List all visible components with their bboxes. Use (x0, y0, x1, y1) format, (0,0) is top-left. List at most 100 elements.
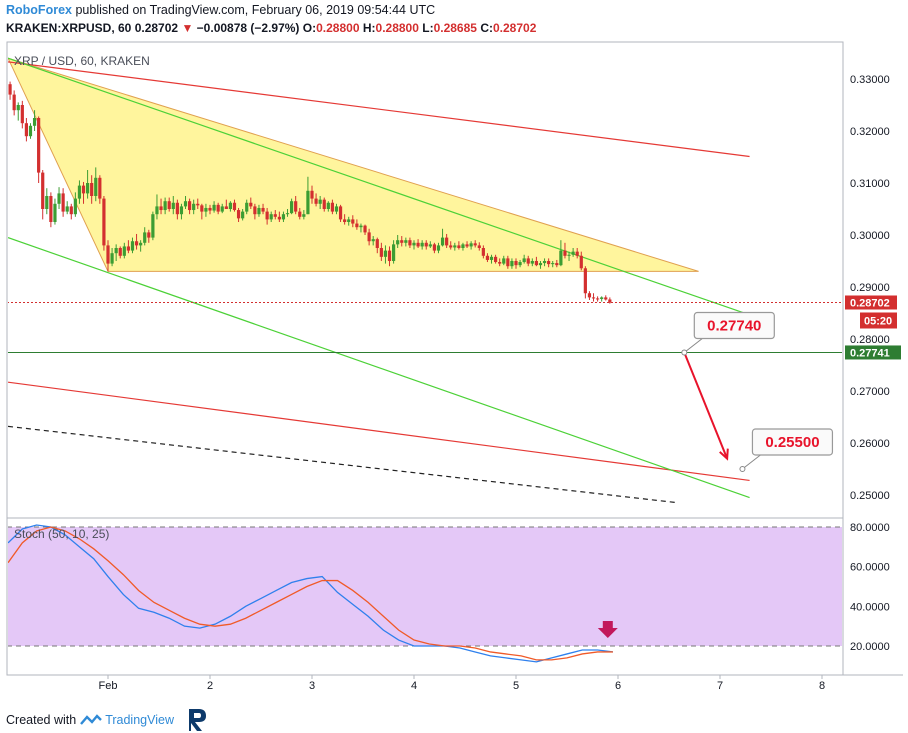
candle-body (102, 198, 106, 246)
candle-body (591, 297, 596, 299)
candle-body (538, 263, 543, 266)
candle-body (204, 207, 208, 212)
candle-body (81, 185, 86, 194)
candle-body (559, 250, 563, 266)
candle-body (334, 206, 339, 212)
candle-body (32, 118, 37, 126)
open-value: 0.28800 (316, 21, 360, 35)
candle-body (375, 239, 379, 248)
countdown-tag (860, 312, 897, 329)
callout-box[interactable] (693, 311, 775, 340)
time-tick-label: 5 (513, 680, 519, 692)
candle-body (571, 251, 575, 255)
candle-body (200, 205, 204, 212)
price-tick-label: 0.25000 (850, 490, 890, 502)
candle-body (412, 242, 416, 246)
candle-body (502, 258, 506, 264)
candle-body (28, 125, 33, 137)
candle-body (457, 245, 461, 248)
callout-label: 0.27740 (707, 318, 761, 335)
candle-body (12, 94, 16, 111)
candle-body (498, 262, 502, 264)
candle-body (106, 245, 110, 264)
countdown-label: 05:20 (864, 315, 892, 327)
candle-body (363, 225, 367, 233)
footer: Created with TradingView (6, 707, 208, 733)
candle-body (147, 232, 151, 238)
candle-body (249, 202, 253, 207)
candle-body (579, 255, 583, 269)
level-price-tag (845, 345, 901, 360)
time-tick-label: 8 (819, 680, 825, 692)
candle-body (139, 242, 143, 246)
candle-body (396, 240, 400, 245)
candle-body (224, 206, 228, 209)
candle-body (188, 201, 192, 211)
candle-body (37, 118, 41, 173)
candle-body (420, 242, 424, 247)
price-tick-label: 0.30000 (850, 230, 890, 242)
candle-body (469, 243, 473, 247)
candle-body (347, 219, 351, 222)
stoch-band-fill (8, 527, 842, 646)
publish-text: published on TradingView.com, February 0… (71, 3, 436, 17)
candle-body (367, 232, 371, 242)
candle-body (290, 201, 294, 214)
green-channel-upper (8, 57, 752, 317)
candle-body (94, 177, 98, 196)
candle-body (49, 196, 53, 222)
callout-pointer (742, 454, 761, 470)
candle-body (432, 244, 436, 251)
candle-body (126, 246, 130, 251)
candle-body (461, 244, 465, 248)
publish-info: RoboForex published on TradingView.com, … (6, 3, 435, 17)
candle-body (542, 261, 547, 264)
candle-body (73, 198, 77, 215)
price-tick-label: 0.29000 (850, 282, 890, 294)
candle-body (20, 105, 24, 124)
candle-body (494, 256, 498, 263)
candle-body (257, 207, 261, 215)
candle-body (306, 190, 310, 215)
stoch-plot (8, 524, 842, 663)
tradingview-logo-icon (80, 714, 103, 725)
time-tick-label: 7 (717, 680, 723, 692)
red-channel-lower (8, 381, 750, 482)
candle-body (192, 203, 196, 211)
candle-body (241, 211, 245, 219)
callout-box[interactable] (751, 428, 834, 456)
price-tick-label: 0.32000 (850, 126, 890, 138)
candle-body (518, 262, 522, 266)
brand-name[interactable]: RoboForex (6, 3, 72, 17)
candle-body (596, 298, 600, 300)
candle-body (440, 237, 445, 246)
price-tick-label: 0.33000 (850, 74, 890, 86)
candle-body (318, 199, 322, 204)
candle-body (212, 204, 216, 211)
candle-body (179, 206, 184, 215)
price-tick-label: 0.31000 (850, 178, 890, 190)
candle-body (273, 214, 277, 217)
high-value: 0.28800 (375, 21, 419, 35)
candle-body (110, 253, 114, 264)
candle-body (481, 248, 485, 256)
candle-body (143, 232, 147, 243)
price-tick-label: 0.27000 (850, 386, 890, 398)
stoch-tick-label: 40.0000 (850, 601, 890, 613)
candle-body (547, 261, 551, 265)
candle-body (575, 251, 579, 256)
current-price-label: 0.28702 (850, 297, 890, 309)
candle-body (130, 241, 135, 251)
candle-body (563, 250, 567, 256)
candle-body (424, 242, 428, 247)
candle-body (555, 263, 559, 266)
symbol-name: KRAKEN:XRPUSD, 60 (6, 21, 132, 35)
close-label: C: (480, 21, 493, 35)
price-change: −0.00878 (−2.97%) (196, 21, 300, 35)
candle-body (534, 261, 538, 266)
tradingview-logo[interactable]: TradingView (80, 713, 174, 727)
candle-body (57, 193, 61, 204)
time-tick-label: 4 (411, 680, 417, 692)
time-tick-label: 2 (207, 680, 213, 692)
